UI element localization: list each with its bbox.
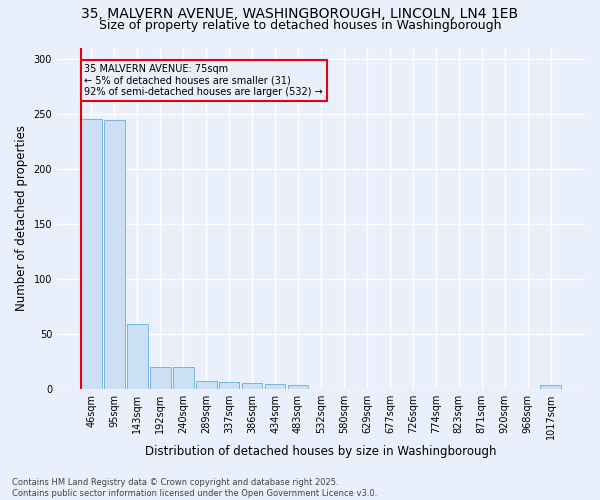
- Bar: [173, 366, 194, 388]
- X-axis label: Distribution of detached houses by size in Washingborough: Distribution of detached houses by size …: [145, 444, 497, 458]
- Bar: [104, 120, 125, 388]
- Bar: [288, 386, 308, 388]
- Bar: [150, 366, 170, 388]
- Bar: [81, 119, 102, 388]
- Bar: [242, 383, 262, 388]
- Bar: [265, 384, 286, 388]
- Text: Contains HM Land Registry data © Crown copyright and database right 2025.
Contai: Contains HM Land Registry data © Crown c…: [12, 478, 377, 498]
- Text: Size of property relative to detached houses in Washingborough: Size of property relative to detached ho…: [99, 19, 501, 32]
- Bar: [196, 381, 217, 388]
- Bar: [127, 324, 148, 388]
- Y-axis label: Number of detached properties: Number of detached properties: [15, 125, 28, 311]
- Text: 35 MALVERN AVENUE: 75sqm
← 5% of detached houses are smaller (31)
92% of semi-de: 35 MALVERN AVENUE: 75sqm ← 5% of detache…: [85, 64, 323, 97]
- Bar: [541, 386, 561, 388]
- Text: 35, MALVERN AVENUE, WASHINGBOROUGH, LINCOLN, LN4 1EB: 35, MALVERN AVENUE, WASHINGBOROUGH, LINC…: [82, 8, 518, 22]
- Bar: [219, 382, 239, 388]
